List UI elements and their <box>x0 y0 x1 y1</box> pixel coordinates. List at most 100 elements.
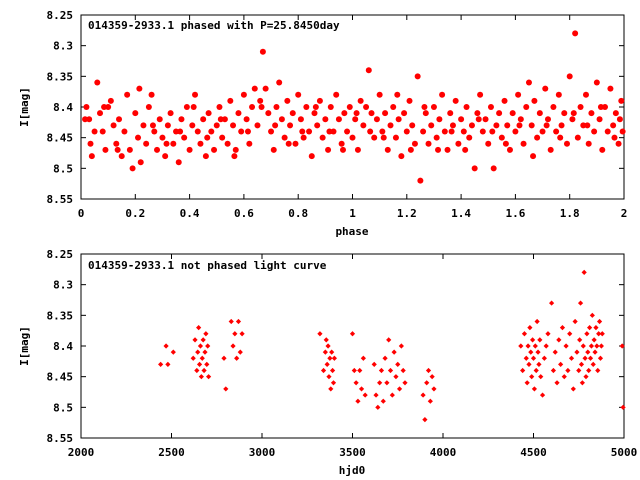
unphased-data-point <box>554 380 560 386</box>
phased-data-point <box>373 116 380 123</box>
unphased-ytick-label: 8.4 <box>53 340 73 353</box>
unphased-data-point <box>429 374 435 380</box>
unphased-data-point <box>239 331 245 337</box>
unphased-data-point <box>537 337 543 343</box>
phased-data-point <box>557 134 564 141</box>
phased-data-point <box>137 159 144 166</box>
unphased-data-point <box>598 343 604 349</box>
phased-data-point <box>539 128 546 135</box>
unphased-data-point <box>223 386 229 392</box>
phased-data-point <box>607 85 614 92</box>
phased-data-point <box>441 128 448 135</box>
unphased-data-point <box>559 325 566 331</box>
unphased-data-point <box>357 367 363 374</box>
phased-data-point <box>149 122 156 129</box>
phased-data-point <box>273 104 280 110</box>
phased-data-point <box>466 134 473 141</box>
unphased-data-point <box>234 355 240 361</box>
phased-data-point <box>496 110 503 117</box>
phased-data-point <box>523 104 530 110</box>
phased-data-point <box>547 146 554 153</box>
unphased-data-point <box>196 361 203 367</box>
phased-data-point <box>341 110 348 117</box>
phased-data-point <box>395 116 402 123</box>
phased-data-point <box>246 140 253 147</box>
unphased-data-point <box>543 343 549 349</box>
phased-data-point <box>379 128 386 135</box>
phased-data-point <box>116 116 123 123</box>
phased-data-point <box>448 128 455 135</box>
phased-plot-points <box>82 30 626 184</box>
phased-data-point <box>477 91 484 98</box>
phased-data-point <box>87 140 94 147</box>
phased-data-point <box>460 128 467 135</box>
phased-data-point <box>597 104 604 110</box>
unphased-plot-frame <box>80 253 625 439</box>
phased-plot-xlabel: phase <box>335 225 368 238</box>
phased-data-point <box>517 116 524 123</box>
unphased-data-point <box>232 331 238 337</box>
phased-data-point <box>216 104 223 110</box>
phased-data-point <box>333 91 340 98</box>
phased-data-point <box>577 104 584 110</box>
phased-data-point <box>186 146 193 153</box>
phased-xtick-label: 1.8 <box>560 207 580 220</box>
phased-data-point <box>148 91 155 98</box>
phased-data-point <box>167 110 174 117</box>
unphased-data-point <box>378 367 385 374</box>
phased-data-point <box>159 134 166 141</box>
unphased-data-point <box>163 343 169 349</box>
phased-xtick-label: 0.6 <box>234 207 254 220</box>
phased-data-point <box>433 134 440 141</box>
phased-data-point <box>232 146 239 153</box>
unphased-data-point <box>396 386 403 392</box>
phased-data-point <box>262 85 269 92</box>
phased-data-point <box>407 146 414 153</box>
phased-data-point <box>132 110 139 117</box>
unphased-data-point <box>574 349 580 355</box>
unphased-data-point <box>525 343 531 349</box>
phased-data-point <box>504 122 511 129</box>
unphased-ytick-label: 8.35 <box>47 309 74 322</box>
phased-data-point <box>452 97 459 104</box>
phased-data-point <box>284 97 291 104</box>
phased-data-point <box>515 91 522 98</box>
phased-data-point <box>360 122 367 129</box>
phased-data-point <box>311 110 318 117</box>
unphased-data-point <box>599 331 605 337</box>
phased-data-point <box>498 134 505 141</box>
phased-data-point <box>352 116 359 123</box>
phased-data-point <box>572 30 579 37</box>
phased-ytick-label: 8.25 <box>47 9 74 22</box>
phased-data-point <box>107 97 114 104</box>
phased-data-point <box>401 110 408 117</box>
phased-data-point <box>574 134 581 141</box>
unphased-data-point <box>534 318 540 325</box>
phased-data-point <box>178 116 185 123</box>
phased-data-point <box>181 134 188 141</box>
phased-data-point <box>140 122 147 129</box>
phased-data-point <box>611 134 618 141</box>
phased-ytick-label: 8.4 <box>53 101 73 114</box>
unphased-data-point <box>400 367 406 374</box>
phased-data-point <box>530 153 537 160</box>
phased-data-point <box>449 122 456 129</box>
unphased-data-point <box>328 386 334 392</box>
phased-data-point <box>316 97 323 104</box>
unphased-data-point <box>558 361 564 367</box>
phased-data-point <box>344 128 351 135</box>
unphased-data-point <box>595 367 601 374</box>
phased-data-point <box>604 128 611 135</box>
phased-data-point <box>156 116 163 123</box>
phased-data-point <box>582 91 589 98</box>
phased-data-point <box>240 91 247 98</box>
phased-data-point <box>570 110 577 117</box>
unphased-data-point <box>568 355 575 361</box>
phased-data-point <box>471 165 478 172</box>
phased-data-point <box>183 104 190 110</box>
unphased-data-point <box>424 380 430 386</box>
phased-data-point <box>91 128 98 135</box>
phased-data-point <box>409 122 416 129</box>
phased-data-point <box>268 128 275 135</box>
